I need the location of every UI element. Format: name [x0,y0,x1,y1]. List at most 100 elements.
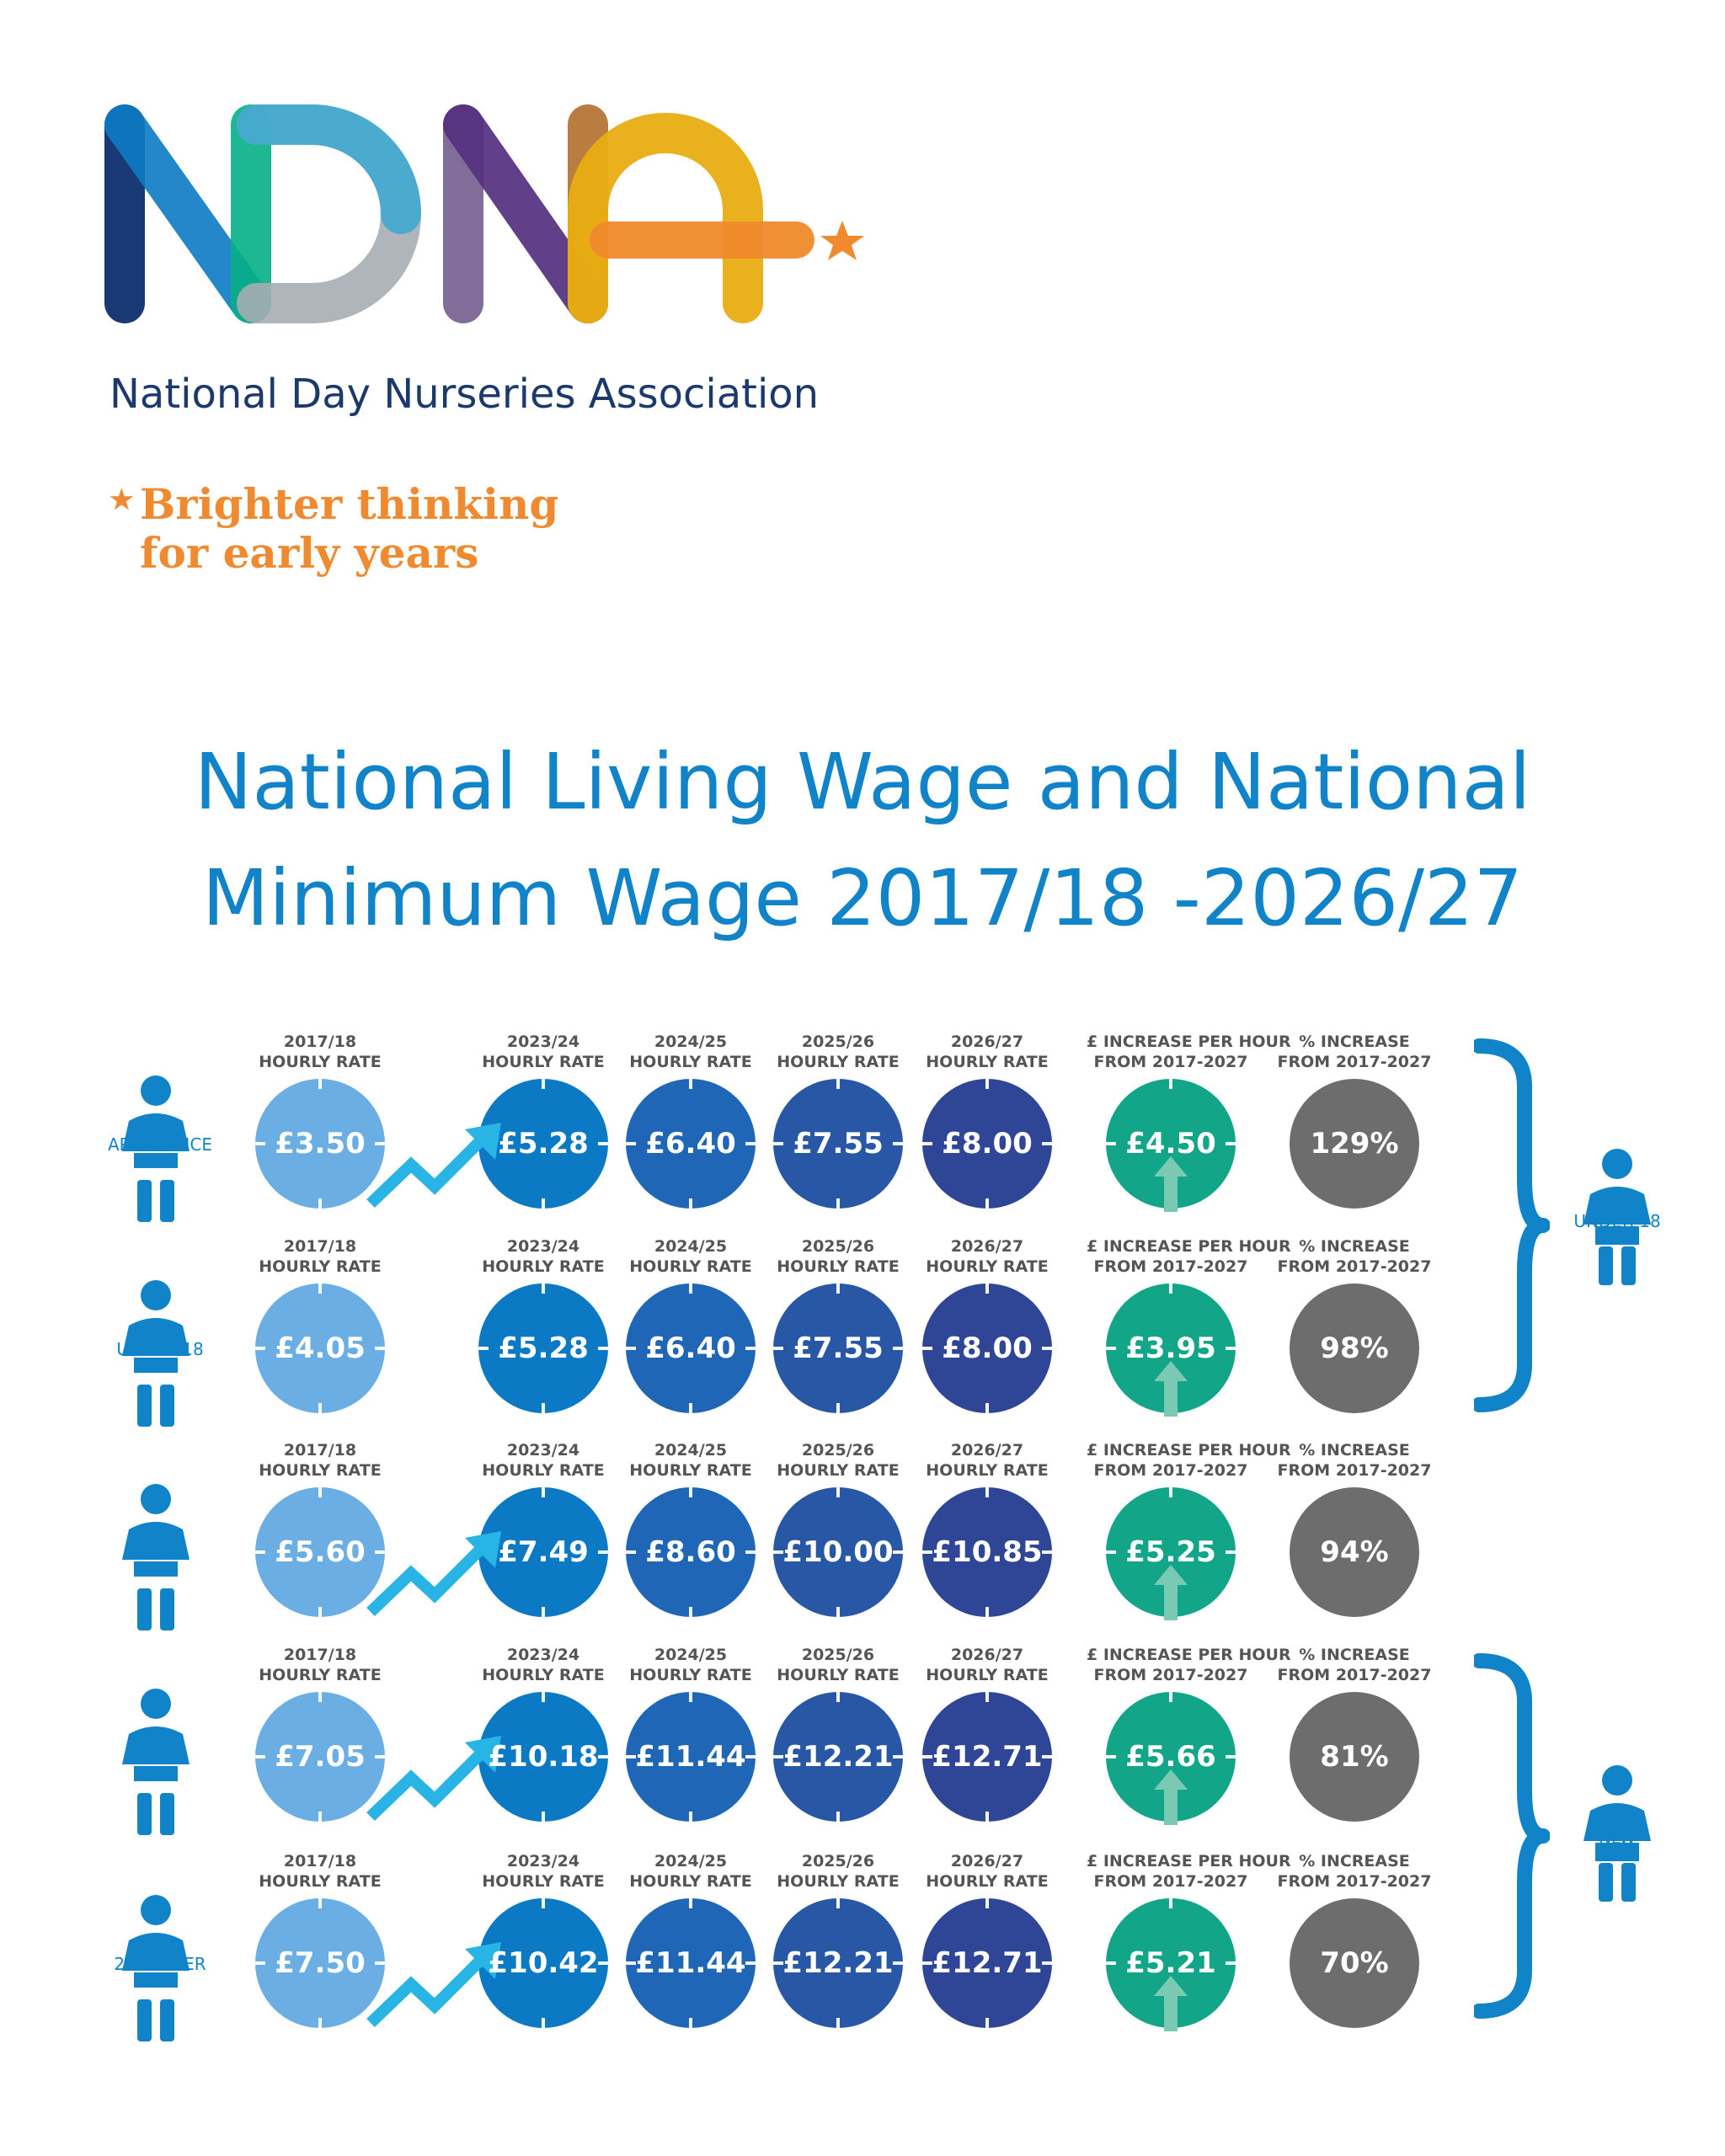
circle-tick [893,1142,903,1145]
circle-value: £8.00 [942,1127,1033,1161]
column-header: 2026/27 HOURLY RATE [903,1440,1071,1481]
header-line-2: FROM 2017-2027 [1093,1053,1248,1071]
circle-tick [255,1347,265,1350]
tagline: ★ Brighter thinking for early years [109,480,558,578]
header-line-1: % INCREASE [1299,1852,1410,1870]
header-line-2: HOURLY RATE [777,1053,900,1071]
circle-tick [773,1347,783,1350]
table-row: 18-20 2017/18 HOURLY RATE £5.60 2023/24 HOURL… [0,1440,1725,1642]
circle-tick [598,1755,608,1758]
circle-value: £12.21 [782,1946,894,1980]
column-header: 2023/24 HOURLY RATE [459,1236,628,1277]
circle-tick [985,1812,989,1822]
header-line-2: HOURLY RATE [777,1257,900,1276]
header-line-2: HOURLY RATE [482,1053,605,1071]
circle-tick [375,1961,385,1965]
circle-tick [836,1487,840,1497]
header-line-1: £ INCREASE PER HOUR [1087,1852,1291,1870]
circle-tick [1106,1961,1116,1965]
circle-tick [689,1487,692,1497]
circle-tick [985,1079,989,1089]
circle-tick [1226,1142,1236,1145]
header-line-2: HOURLY RATE [259,1872,382,1891]
circle-tick [689,1198,692,1209]
row-label: 18-20 [135,1543,185,1563]
header-line-1: % INCREASE [1299,1033,1410,1051]
header-line-2: HOURLY RATE [926,1666,1049,1684]
column-header: 2023/24 HOURLY RATE [459,1851,628,1892]
up-arrow-icon [1154,1976,1188,2031]
circle-tick [689,1079,692,1089]
circle-value: £5.28 [498,1127,589,1161]
circle-tick [318,1487,322,1497]
circle-tick [985,1607,989,1617]
circle-tick [745,1347,756,1350]
header-line-2: FROM 2017-2027 [1093,1461,1248,1480]
header-line-1: £ INCREASE PER HOUR [1087,1237,1291,1256]
column-header: 2026/27 HOURLY RATE [903,1032,1071,1072]
circle-tick [1226,1550,1236,1554]
person-figure [101,1885,219,2045]
circle-value: £3.50 [275,1127,366,1161]
header-line-2: HOURLY RATE [926,1461,1049,1480]
header-line-2: HOURLY RATE [926,1257,1049,1276]
circle-tick [745,1550,756,1554]
circle-value: £7.55 [793,1127,884,1161]
circle-value: £7.55 [793,1331,884,1365]
column-header: £ INCREASE PER HOUR FROM 2017-2027 [1087,1851,1291,1892]
circle-value: £11.44 [635,1946,746,1980]
column-header: 2024/25 HOURLY RATE [606,1440,775,1481]
header-line-1: 2025/26 [801,1237,875,1256]
circle-tick [1042,1142,1052,1145]
rate-circle: £3.50 [255,1079,385,1209]
circle-tick [745,1142,756,1145]
circle-tick [1169,1487,1172,1497]
percent-increase-circle: 81% [1290,1692,1419,1822]
header-line-1: 2026/27 [950,1033,1024,1051]
circle-value: £6.40 [645,1127,736,1161]
header-line-1: 2023/24 [506,1033,580,1051]
column-header: 2023/24 HOURLY RATE [459,1440,628,1481]
row-label: 21-22 [135,1748,185,1768]
column-header: 2025/26 HOURLY RATE [754,1440,922,1481]
header-line-1: 2026/27 [950,1237,1024,1256]
circle-tick [255,1755,265,1758]
header-line-2: HOURLY RATE [629,1053,752,1071]
circle-tick [626,1755,636,1758]
header-line-1: 2017/18 [283,1852,357,1870]
circle-tick [318,1607,322,1617]
person-icon [122,1484,190,1630]
rate-circle: £12.71 [922,1898,1052,2028]
person-icon [122,1075,190,1222]
circle-tick [255,1142,265,1145]
column-header: 2023/24 HOURLY RATE [459,1645,628,1685]
column-header: 2024/25 HOURLY RATE [606,1236,775,1277]
circle-value: £7.05 [275,1740,366,1774]
circle-tick [598,1142,608,1145]
circle-tick [318,1283,322,1294]
ndna-logo [104,104,864,323]
group-nlw: NLW [1558,1762,1676,1905]
header-line-1: 2023/24 [506,1237,580,1256]
column-header: 2023/24 HOURLY RATE [459,1032,628,1072]
header-line-2: HOURLY RATE [777,1461,900,1480]
header-line-1: 2024/25 [654,1237,728,1256]
star-icon: ★ [109,483,134,515]
circle-tick [318,1079,322,1089]
column-header: 2017/18 HOURLY RATE [236,1236,404,1277]
increase-circle: £5.21 [1106,1898,1236,2031]
header-line-2: FROM 2017-2027 [1277,1053,1432,1071]
circle-tick [1226,1347,1236,1350]
header-line-2: HOURLY RATE [926,1872,1049,1891]
up-arrow-icon [1154,1565,1188,1620]
circle-tick [836,1607,840,1617]
circle-tick [255,1961,265,1965]
circle-value: £12.71 [932,1946,1043,1980]
column-header: £ INCREASE PER HOUR FROM 2017-2027 [1087,1236,1291,1277]
circle-value: £4.50 [1125,1127,1216,1161]
header-line-2: HOURLY RATE [259,1257,382,1276]
circle-value: £6.40 [645,1331,736,1365]
circle-tick [478,1347,489,1350]
circle-tick [1169,1692,1172,1702]
circle-tick [985,1898,989,1908]
